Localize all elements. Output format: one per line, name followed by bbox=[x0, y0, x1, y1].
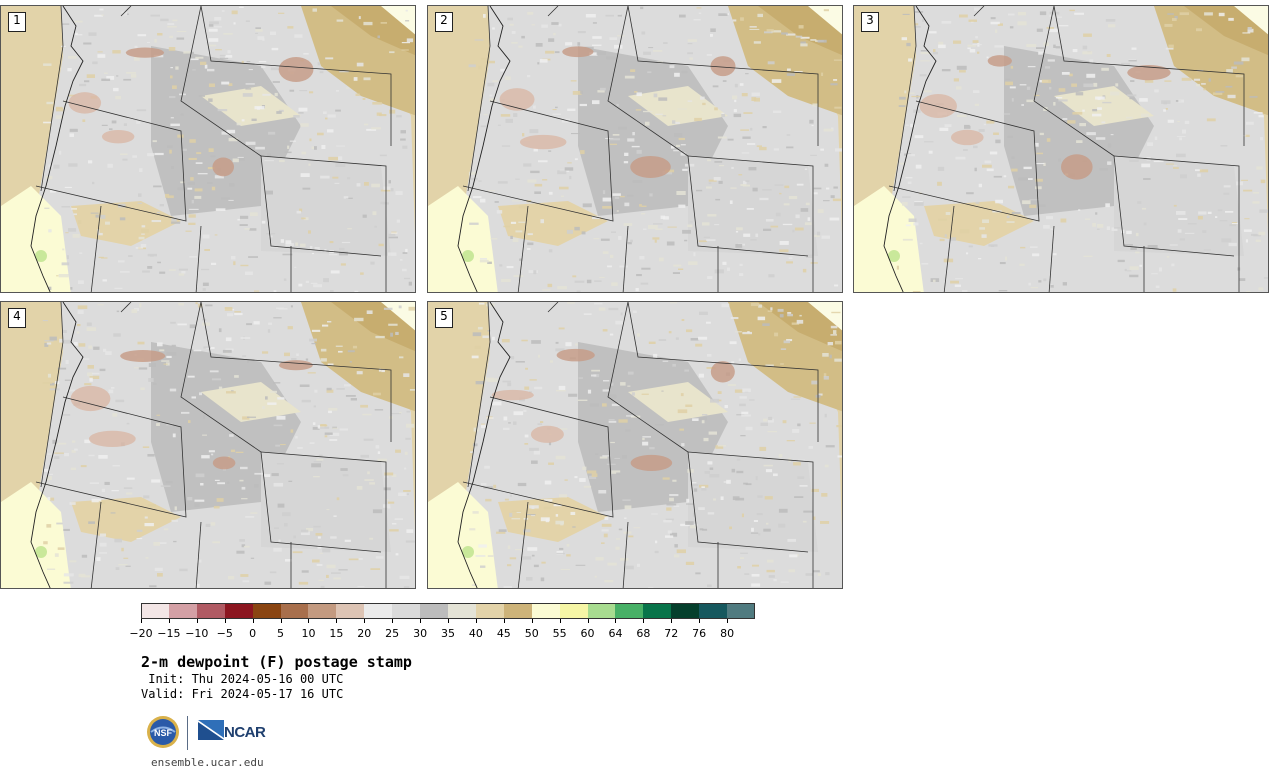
colorbar-tick-mark bbox=[699, 619, 701, 623]
colorbar-tick-mark bbox=[727, 619, 729, 623]
colorbar-swatch bbox=[643, 603, 672, 619]
colorbar-swatch bbox=[615, 603, 644, 619]
dewpoint-map bbox=[428, 6, 842, 292]
colorbar-swatch bbox=[280, 603, 309, 619]
colorbar-tick-label: 0 bbox=[249, 627, 257, 640]
colorbar-tick-mark bbox=[336, 619, 338, 623]
colorbar-swatch bbox=[503, 603, 533, 619]
colorbar-tick-label: −15 bbox=[157, 627, 181, 640]
map-panel-1: 1 bbox=[0, 5, 416, 293]
colorbar-tick-label: 20 bbox=[357, 627, 372, 640]
ncar-wordmark: NCAR bbox=[224, 724, 266, 741]
colorbar-tick-label: 10 bbox=[301, 627, 316, 640]
colorbar-tick-mark bbox=[615, 619, 617, 623]
ncar-logo-icon bbox=[198, 720, 224, 740]
colorbar-tick-label: 76 bbox=[692, 627, 707, 640]
colorbar-swatch bbox=[392, 603, 421, 619]
colorbar-tick-mark bbox=[671, 619, 673, 623]
dewpoint-map bbox=[854, 6, 1268, 292]
colorbar-tick-label: 55 bbox=[552, 627, 567, 640]
colorbar-tick-mark bbox=[531, 619, 533, 623]
colorbar bbox=[141, 603, 756, 619]
svg-text:NSF: NSF bbox=[154, 728, 173, 738]
colorbar-tick-mark bbox=[420, 619, 422, 623]
colorbar-tick-mark bbox=[252, 619, 254, 623]
panel-label: 3 bbox=[861, 12, 879, 32]
colorbar-swatch bbox=[252, 603, 282, 619]
colorbar-swatch bbox=[308, 603, 337, 619]
colorbar-tick-mark bbox=[168, 619, 170, 623]
colorbar-tick-label: 50 bbox=[524, 627, 539, 640]
colorbar-swatch bbox=[141, 603, 170, 619]
colorbar-swatch bbox=[364, 603, 393, 619]
colorbar-tick-mark bbox=[364, 619, 366, 623]
colorbar-tick-label: 30 bbox=[413, 627, 428, 640]
colorbar-swatch bbox=[196, 603, 226, 619]
colorbar-tick-mark bbox=[448, 619, 449, 623]
colorbar-tick-mark bbox=[141, 619, 142, 623]
map-panel-5: 5 bbox=[427, 301, 843, 589]
map-panel-3: 3 bbox=[853, 5, 1269, 293]
colorbar-tick-label: 72 bbox=[664, 627, 679, 640]
colorbar-tick-label: 40 bbox=[468, 627, 483, 640]
panel-label: 5 bbox=[435, 308, 453, 328]
colorbar-swatch bbox=[336, 603, 365, 619]
colorbar-tick-label: 80 bbox=[720, 627, 735, 640]
colorbar-swatch bbox=[559, 603, 589, 619]
colorbar-swatch bbox=[420, 603, 449, 619]
panel-label: 2 bbox=[435, 12, 453, 32]
colorbar-tick-label: 25 bbox=[385, 627, 400, 640]
colorbar-tick-mark bbox=[224, 619, 226, 623]
colorbar-swatch bbox=[727, 603, 756, 619]
panel-label: 1 bbox=[8, 12, 26, 32]
colorbar-tick-mark bbox=[196, 619, 198, 623]
colorbar-swatch bbox=[671, 603, 700, 619]
colorbar-tick-mark bbox=[559, 619, 561, 623]
colorbar-swatch bbox=[224, 603, 254, 619]
colorbar-tick-mark bbox=[392, 619, 394, 623]
init-time: Init: Thu 2024-05-16 00 UTC bbox=[141, 672, 344, 686]
colorbar-tick-mark bbox=[643, 619, 645, 623]
colorbar-tick-label: 45 bbox=[496, 627, 511, 640]
colorbar-tick-label: −5 bbox=[216, 627, 233, 640]
colorbar-tick-label: 60 bbox=[580, 627, 595, 640]
colorbar-tick-label: 15 bbox=[329, 627, 344, 640]
colorbar-swatch bbox=[587, 603, 616, 619]
colorbar-swatch bbox=[531, 603, 561, 619]
valid-time: Valid: Fri 2024-05-17 16 UTC bbox=[141, 687, 344, 701]
map-panel-4: 4 bbox=[0, 301, 416, 589]
footer-url: ensemble.ucar.edu bbox=[151, 756, 264, 769]
map-panel-2: 2 bbox=[427, 5, 843, 293]
colorbar-tick-label: −20 bbox=[129, 627, 153, 640]
colorbar-tick-label: −10 bbox=[185, 627, 209, 640]
page-title: 2-m dewpoint (F) postage stamp bbox=[141, 653, 412, 671]
colorbar-tick-label: 64 bbox=[608, 627, 623, 640]
colorbar-tick-label: 35 bbox=[441, 627, 455, 640]
nsf-logo: NSF bbox=[147, 716, 179, 748]
colorbar-tick-mark bbox=[280, 619, 282, 623]
dewpoint-map bbox=[428, 302, 842, 588]
logo-divider bbox=[187, 716, 188, 750]
colorbar-tick-mark bbox=[475, 619, 477, 623]
colorbar-swatch bbox=[448, 603, 477, 619]
colorbar-swatch bbox=[168, 603, 198, 619]
dewpoint-map bbox=[1, 302, 415, 588]
colorbar-tick-label: 5 bbox=[277, 627, 285, 640]
colorbar-swatch bbox=[699, 603, 728, 619]
colorbar-tick-mark bbox=[308, 619, 310, 623]
colorbar-tick-mark bbox=[587, 619, 589, 623]
panel-label: 4 bbox=[8, 308, 26, 328]
colorbar-tick-mark bbox=[503, 619, 505, 623]
colorbar-tick-label: 68 bbox=[636, 627, 651, 640]
colorbar-swatch bbox=[475, 603, 505, 619]
dewpoint-map bbox=[1, 6, 415, 292]
